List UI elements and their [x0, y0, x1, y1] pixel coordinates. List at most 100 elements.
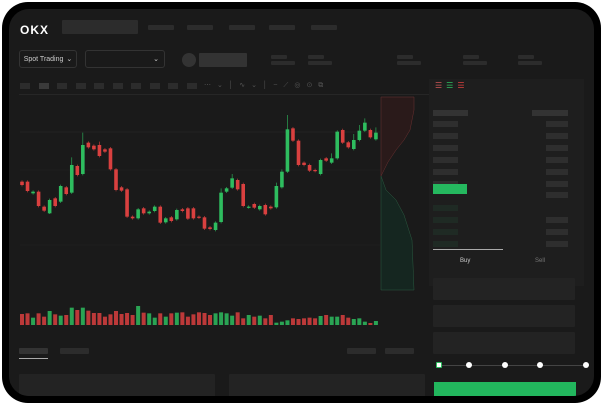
candle-body	[208, 227, 212, 229]
volume-bar	[130, 315, 135, 325]
nav-item[interactable]	[148, 25, 174, 30]
slider-step[interactable]	[502, 362, 508, 368]
ask-price	[433, 157, 458, 163]
timeframe-button[interactable]	[20, 83, 30, 89]
candle-body	[246, 206, 251, 208]
market-selector-label: Spot Trading	[23, 55, 64, 63]
chevron-down-icon: ⌄	[153, 56, 159, 63]
candle-body	[108, 148, 113, 170]
timeframe-button[interactable]	[187, 83, 197, 89]
leverage-slider-handle[interactable]	[436, 362, 442, 368]
candle-body	[324, 158, 328, 161]
total-input[interactable]	[433, 332, 575, 354]
bids-icon: ☰	[446, 81, 458, 90]
candle-body	[186, 208, 190, 219]
volume-bar	[64, 315, 69, 325]
buy-tab[interactable]: Buy	[460, 258, 471, 264]
stat-value	[518, 61, 542, 65]
slider-step[interactable]	[466, 362, 472, 368]
candle-body	[352, 140, 356, 149]
candle-body	[125, 189, 129, 217]
volume-bar	[97, 313, 102, 325]
market-selector[interactable]: Spot Trading ⌄	[19, 50, 77, 68]
timeframe-button[interactable]	[94, 83, 104, 89]
filter-button[interactable]	[385, 348, 414, 354]
stat-value	[271, 61, 295, 65]
ask-price	[433, 169, 458, 175]
order-book-view-icons[interactable]: ☰☰☰	[435, 81, 469, 90]
bid-price	[433, 205, 458, 211]
volume-bar	[219, 312, 224, 325]
candle-body	[114, 169, 118, 190]
timeframe-button[interactable]	[76, 83, 86, 89]
candle-body	[36, 191, 41, 206]
bid-price	[433, 241, 458, 247]
panel-card	[229, 374, 425, 396]
timeframe-button[interactable]	[57, 83, 67, 89]
volume-bar	[268, 315, 273, 325]
ask-amount	[546, 121, 568, 127]
timeframe-button[interactable]	[113, 83, 123, 89]
volume-bar	[91, 313, 96, 325]
pair-selector[interactable]: ⌄	[85, 50, 165, 68]
buy-button[interactable]	[434, 382, 576, 396]
chart-tool-icons[interactable]: ⋯⌄│∿⌄│~⟋◎⊙⧉	[204, 82, 330, 89]
candle-body	[103, 149, 107, 152]
timeframe-button[interactable]	[150, 83, 160, 89]
volume-bar	[335, 316, 340, 325]
ask-price	[433, 145, 458, 151]
volume-bar	[373, 321, 378, 325]
leverage-slider-track[interactable]	[439, 365, 587, 366]
volume-bar	[136, 306, 141, 325]
candle-body	[230, 178, 234, 188]
candle-body	[363, 122, 367, 131]
stat-label	[463, 55, 479, 59]
search-box[interactable]	[62, 20, 138, 34]
candle-body	[252, 204, 257, 208]
stat-label	[308, 55, 324, 59]
chevron-down-icon: ⌄	[66, 56, 73, 63]
ask-price	[433, 121, 458, 127]
amount-input[interactable]	[433, 305, 575, 327]
volume-bar	[296, 319, 301, 325]
slider-step[interactable]	[583, 362, 589, 368]
both-sides-icon: ☰	[435, 81, 447, 90]
candle-body	[213, 222, 218, 230]
timeframe-button[interactable]	[39, 83, 49, 89]
buy-tab-indicator	[433, 249, 503, 250]
candle-body	[263, 205, 268, 215]
volume-bar	[285, 320, 290, 325]
candle-body	[75, 166, 80, 175]
nav-item[interactable]	[187, 25, 213, 30]
volume-bar	[302, 318, 307, 325]
volume-bar	[141, 312, 146, 325]
tab-open-orders[interactable]	[19, 348, 48, 354]
stat-value	[397, 61, 421, 65]
volume-bar	[313, 318, 318, 325]
nav-item[interactable]	[269, 25, 295, 30]
sell-tab[interactable]: Sell	[535, 258, 546, 264]
volume-bar	[351, 319, 356, 325]
nav-item[interactable]	[229, 25, 255, 30]
candle-body	[269, 206, 273, 209]
candle-body	[53, 198, 57, 206]
timeframe-button[interactable]	[168, 83, 178, 89]
filter-button[interactable]	[347, 348, 376, 354]
slider-step[interactable]	[537, 362, 543, 368]
price-input[interactable]	[433, 278, 575, 300]
tab-history[interactable]	[60, 348, 89, 354]
volume-bar	[318, 316, 323, 325]
volume-bar	[152, 317, 157, 325]
volume-bar	[69, 307, 74, 325]
volume-bar	[263, 318, 268, 325]
volume-bar	[53, 314, 58, 325]
nav-item[interactable]	[311, 25, 337, 30]
candle-body	[307, 165, 312, 171]
volume-bar	[169, 313, 174, 325]
timeframe-button[interactable]	[131, 83, 141, 89]
panel-card	[19, 374, 215, 396]
candle-body	[313, 170, 317, 172]
stat-label	[397, 55, 413, 59]
candle-body	[224, 188, 229, 192]
